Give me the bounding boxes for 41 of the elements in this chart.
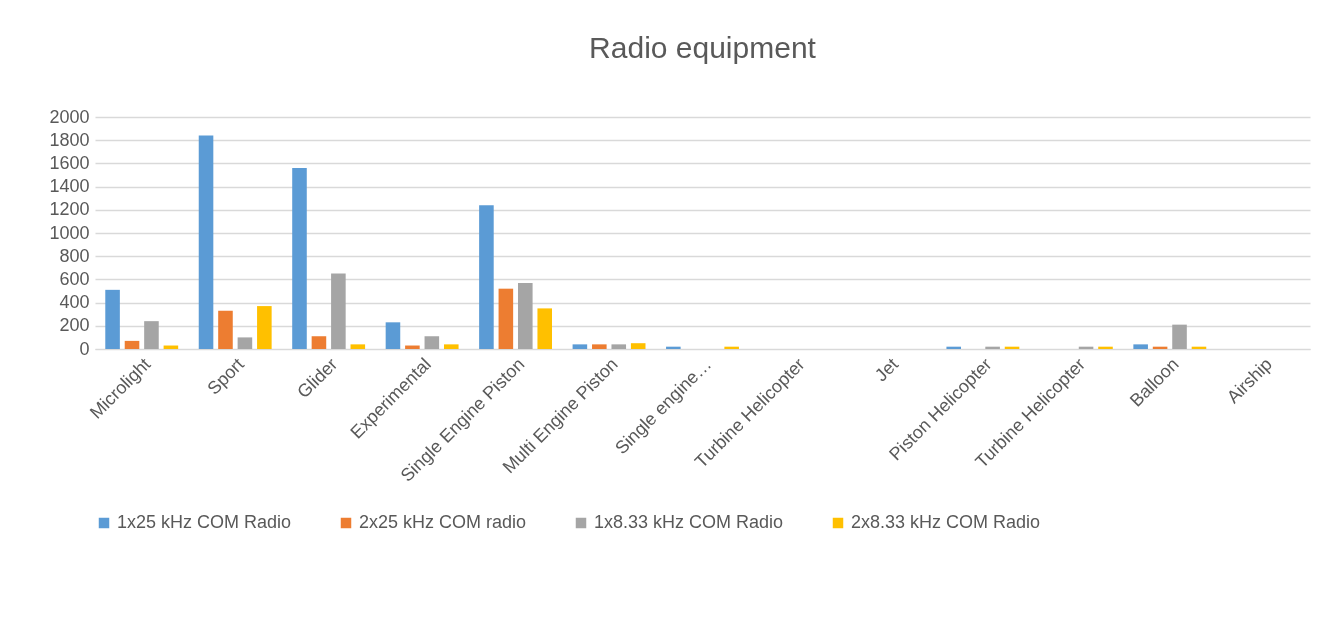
y-tick-label: 1800: [49, 129, 90, 150]
bar: [479, 205, 494, 349]
x-tick-label: Jet: [871, 354, 903, 386]
bar: [498, 288, 514, 349]
bar: [1133, 344, 1148, 349]
y-tick-label: 800: [59, 245, 90, 266]
bar: [385, 322, 401, 349]
bar: [1172, 324, 1187, 349]
y-tick-label: 1600: [49, 152, 90, 173]
bar: [443, 344, 459, 349]
y-tick-label: 1400: [49, 176, 90, 197]
bar: [257, 306, 272, 349]
legend-label: 2x8.33 kHz COM Radio: [851, 512, 1041, 532]
legend-label: 2x25 kHz COM radio: [359, 512, 527, 532]
bar: [292, 168, 307, 349]
bar: [630, 343, 646, 349]
y-tick-label: 400: [59, 292, 90, 313]
bar: [311, 336, 327, 349]
y-tick-label: 200: [59, 315, 90, 336]
y-tick-label: 1200: [49, 199, 90, 220]
bar: [124, 340, 140, 349]
bar: [537, 308, 553, 349]
bar: [350, 344, 366, 349]
bar: [592, 344, 607, 349]
bar: [572, 344, 588, 349]
bar: [198, 135, 214, 349]
bar: [424, 336, 440, 349]
bar: [518, 282, 533, 349]
bar: [144, 321, 159, 349]
y-tick-label: 600: [59, 268, 90, 289]
bar: [218, 310, 233, 349]
bar: [331, 273, 346, 349]
y-tick-label: 2000: [49, 106, 90, 127]
y-tick-label: 0: [79, 338, 90, 359]
legend-label: 1x25 kHz COM Radio: [117, 512, 292, 532]
chart-title: Radio equipment: [589, 31, 817, 64]
bar: [611, 344, 627, 349]
y-tick-label: 1000: [49, 222, 90, 243]
legend-label: 1x8.33 kHz COM Radio: [594, 512, 784, 532]
bar: [105, 289, 120, 349]
bar: [237, 337, 253, 349]
